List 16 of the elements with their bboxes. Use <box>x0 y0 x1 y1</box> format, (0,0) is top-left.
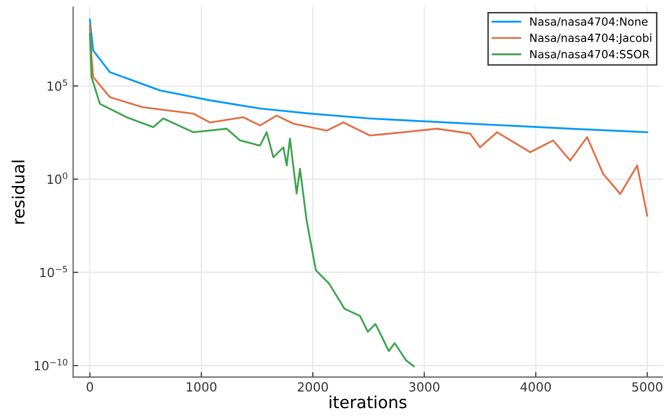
y-axis-title: residual <box>12 160 25 224</box>
x-tick-label: 4000 <box>520 382 551 392</box>
x-tick-label: 1000 <box>186 382 216 392</box>
y-tick-label: 10$^{0}$ <box>48 172 68 184</box>
legend-label: Nasa/nasa4704:Jacobi <box>530 33 652 44</box>
x-tick-label: 2000 <box>298 382 328 392</box>
y-tick-label: 10$^{−5}$ <box>40 266 68 278</box>
legend-label: Nasa/nasa4704:SSOR <box>530 50 650 60</box>
y-tick-label: 10$^{−10}$ <box>34 358 68 370</box>
x-tick-label: 3000 <box>409 382 440 392</box>
x-axis-title: iterations <box>330 395 406 408</box>
line-series <box>88 32 415 368</box>
x-tick-label: 5000 <box>632 382 662 392</box>
x-tick-label: 0 <box>86 382 94 392</box>
y-tick-label: 10$^{5}$ <box>48 79 68 91</box>
legend-label: Nasa/nasa4704:None <box>530 17 648 27</box>
